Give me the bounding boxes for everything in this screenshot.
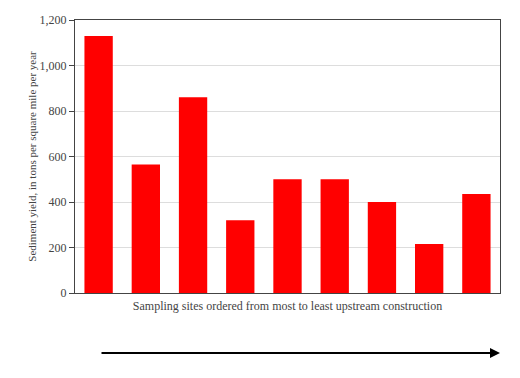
- svg-text:0: 0: [61, 286, 67, 300]
- svg-text:Sediment yield, in tons per sq: Sediment yield, in tons per square mile …: [26, 51, 38, 262]
- svg-text:Sampling sites ordered from mo: Sampling sites ordered from most to leas…: [133, 299, 442, 313]
- svg-text:400: 400: [49, 195, 67, 209]
- svg-text:200: 200: [49, 241, 67, 255]
- svg-text:800: 800: [49, 104, 67, 118]
- svg-text:1,200: 1,200: [40, 13, 67, 27]
- svg-text:1,000: 1,000: [40, 59, 67, 73]
- svg-text:600: 600: [49, 150, 67, 164]
